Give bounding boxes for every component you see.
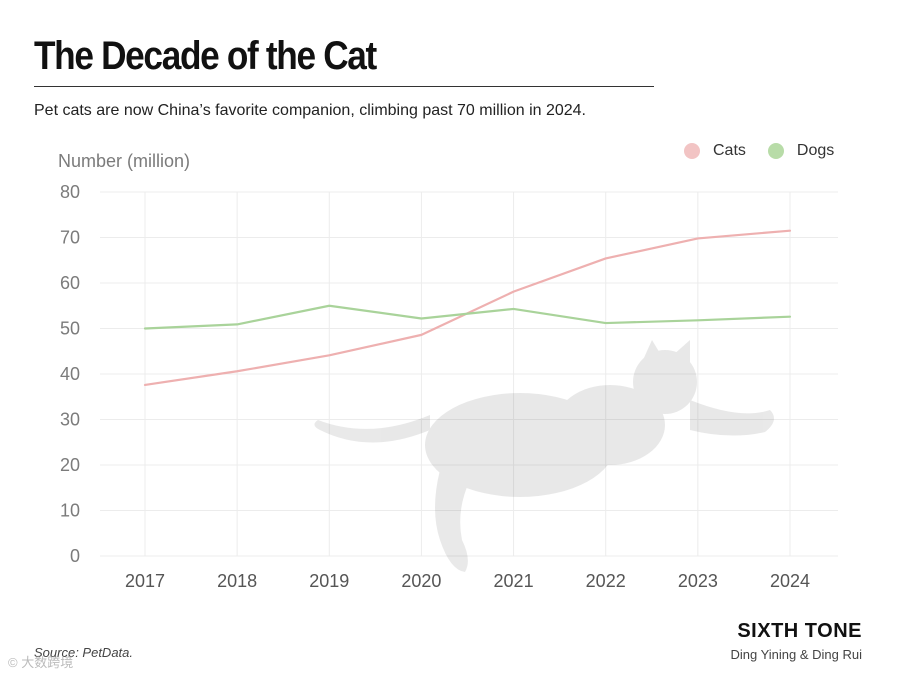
x-tick-label: 2023 [678,571,718,591]
legend-item-cats: Cats [684,142,746,160]
x-tick-label: 2024 [770,571,810,591]
legend-label-dogs: Dogs [796,142,835,159]
x-tick-label: 2018 [217,571,257,591]
x-tick-label: 2017 [125,571,165,591]
brand-logo: SIXTH TONE [737,620,862,642]
authors: Ding Yining & Ding Rui [730,647,862,662]
y-tick-label: 60 [60,273,80,293]
x-tick-label: 2020 [401,571,441,591]
y-tick-label: 20 [60,455,80,475]
watermark: © 大数跨境 [8,655,74,670]
x-tick-label: 2022 [586,571,626,591]
y-tick-label: 40 [60,364,80,384]
y-tick-label: 0 [70,546,80,566]
grid-lines [100,191,838,557]
legend-swatch-dogs [767,143,784,159]
y-tick-label: 10 [60,501,80,521]
source-note: Source: PetData. [34,645,133,660]
chart-title: The Decade of the Cat [34,34,377,78]
chart-subtitle: Pet cats are now China’s favorite compan… [34,102,586,119]
series-line-dogs [143,304,792,330]
legend-item-dogs: Dogs [767,142,835,160]
legend: Cats Dogs [684,142,856,160]
legend-label-cats: Cats [713,142,746,159]
x-tick-label: 2019 [309,571,349,591]
y-axis-label: Number (million) [58,151,191,171]
legend-swatch-cats [684,143,700,159]
y-tick-label: 50 [60,319,80,339]
y-tick-label: 30 [60,410,80,430]
x-tick-label: 2021 [494,571,534,591]
y-tick-label: 70 [60,228,80,248]
series-line-cats [143,229,792,387]
cat-silhouette-icon [314,340,774,572]
y-tick-label: 80 [60,182,80,202]
title-divider [34,86,654,87]
